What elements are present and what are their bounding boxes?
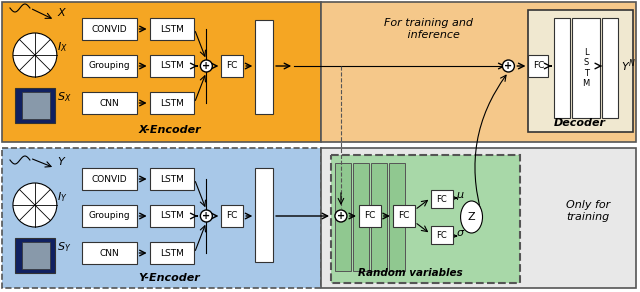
Text: $I_Y$: $I_Y$ — [57, 190, 67, 204]
Bar — [221, 55, 243, 77]
Bar — [82, 55, 136, 77]
Text: FC: FC — [364, 211, 376, 220]
Bar — [371, 163, 387, 271]
Bar — [221, 205, 243, 227]
Text: LSTM: LSTM — [160, 98, 184, 107]
Circle shape — [13, 183, 57, 227]
Text: CNN: CNN — [99, 248, 119, 258]
Text: +: + — [202, 211, 211, 221]
Bar — [15, 238, 55, 273]
Bar — [2, 2, 321, 142]
Circle shape — [200, 60, 212, 72]
Text: +: + — [337, 211, 345, 221]
Text: FC: FC — [532, 62, 544, 70]
Text: FC: FC — [436, 194, 447, 204]
Text: CONVID: CONVID — [92, 175, 127, 183]
Text: For training and
   inference: For training and inference — [384, 18, 473, 40]
Circle shape — [335, 210, 347, 222]
Bar — [255, 20, 273, 114]
Bar — [150, 168, 195, 190]
Text: Grouping: Grouping — [88, 211, 130, 220]
Bar — [321, 2, 636, 142]
Ellipse shape — [461, 201, 483, 233]
Text: FC: FC — [398, 211, 410, 220]
Bar — [82, 205, 136, 227]
Bar — [431, 226, 452, 244]
Text: $Y$: $Y$ — [57, 155, 67, 167]
Text: +: + — [202, 61, 211, 71]
Text: Y-Encoder: Y-Encoder — [139, 273, 200, 283]
Text: FC: FC — [227, 211, 238, 220]
Text: L
S
T
M: L S T M — [582, 48, 590, 88]
Bar — [22, 242, 50, 269]
Text: LSTM: LSTM — [160, 25, 184, 34]
Bar — [529, 55, 548, 77]
Text: $I_X$: $I_X$ — [57, 40, 68, 54]
Bar — [82, 242, 136, 264]
Bar — [554, 18, 570, 118]
Bar — [431, 190, 452, 208]
Bar — [321, 148, 636, 288]
Text: $S_X$: $S_X$ — [57, 90, 71, 104]
Text: Decoder: Decoder — [554, 118, 606, 128]
Bar — [82, 92, 136, 114]
Text: $\sigma$: $\sigma$ — [456, 228, 465, 238]
Text: X-Encoder: X-Encoder — [138, 125, 201, 135]
Bar — [335, 163, 351, 271]
Bar — [393, 205, 415, 227]
Text: +: + — [504, 61, 513, 71]
Bar — [331, 155, 520, 283]
Bar — [602, 18, 618, 118]
Bar — [150, 242, 195, 264]
Bar — [150, 205, 195, 227]
Bar — [150, 18, 195, 40]
Bar — [529, 10, 633, 132]
Bar — [82, 168, 136, 190]
Bar — [15, 88, 55, 123]
Bar — [2, 148, 321, 288]
Circle shape — [13, 33, 57, 77]
Bar — [150, 92, 195, 114]
Text: $\mu$: $\mu$ — [456, 190, 464, 202]
Text: FC: FC — [436, 230, 447, 239]
Text: $Y^N$: $Y^N$ — [621, 58, 636, 74]
Bar — [150, 55, 195, 77]
Text: Grouping: Grouping — [88, 62, 130, 70]
Text: $X$: $X$ — [57, 6, 67, 18]
Circle shape — [200, 210, 212, 222]
Text: LSTM: LSTM — [160, 248, 184, 258]
Text: Only for
training: Only for training — [566, 200, 611, 222]
Bar — [388, 163, 404, 271]
Text: LSTM: LSTM — [160, 62, 184, 70]
Text: $S_Y$: $S_Y$ — [57, 240, 71, 254]
Bar — [255, 168, 273, 262]
Text: CONVID: CONVID — [92, 25, 127, 34]
Text: FC: FC — [227, 62, 238, 70]
Text: LSTM: LSTM — [160, 211, 184, 220]
Circle shape — [502, 60, 515, 72]
Bar — [353, 163, 369, 271]
Bar — [572, 18, 600, 118]
Text: CNN: CNN — [99, 98, 119, 107]
Text: Random variables: Random variables — [358, 268, 463, 278]
Bar — [22, 92, 50, 119]
Text: LSTM: LSTM — [160, 175, 184, 183]
Text: Z: Z — [468, 212, 476, 222]
Bar — [82, 18, 136, 40]
Bar — [359, 205, 381, 227]
